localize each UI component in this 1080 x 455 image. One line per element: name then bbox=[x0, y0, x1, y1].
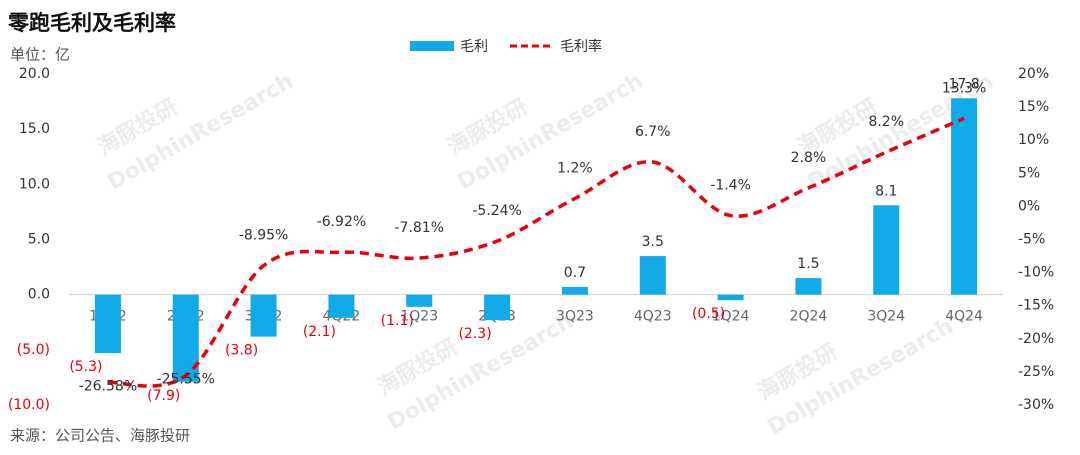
line-value-label: 8.2% bbox=[868, 114, 904, 130]
bar bbox=[873, 205, 900, 295]
y-tick-label: 10.0 bbox=[19, 176, 50, 192]
legend-swatch bbox=[410, 41, 454, 51]
y-tick-label: 20.0 bbox=[19, 66, 50, 82]
line-value-label: 2.8% bbox=[791, 150, 827, 166]
y-tick-label: (5.0) bbox=[17, 342, 50, 358]
y-tick-label: 5.0 bbox=[28, 232, 50, 248]
bar-value-label: 8.1 bbox=[875, 183, 897, 199]
y2-tick-label: 15% bbox=[1018, 99, 1049, 115]
unit-label: 单位：亿 bbox=[10, 46, 70, 64]
bar bbox=[406, 294, 433, 307]
legend-label: 毛利率 bbox=[560, 38, 602, 55]
x-tick-label: 3Q24 bbox=[867, 309, 905, 325]
x-tick-label: 3Q23 bbox=[556, 309, 594, 325]
y-tick-label: 0.0 bbox=[28, 287, 50, 303]
y2-tick-label: 0% bbox=[1018, 198, 1040, 214]
x-tick-label: 4Q24 bbox=[945, 309, 983, 325]
x-tick-label: 4Q23 bbox=[634, 309, 672, 325]
line-value-label: -8.95% bbox=[239, 228, 289, 244]
line-value-label: 6.7% bbox=[635, 124, 671, 140]
bar bbox=[94, 294, 121, 354]
bar-value-label: (1.1) bbox=[381, 313, 414, 329]
x-tick-label: 2Q24 bbox=[790, 309, 828, 325]
y2-tick-label: -20% bbox=[1018, 331, 1054, 347]
bar-value-label: 17.8 bbox=[948, 76, 979, 92]
legend-label: 毛利 bbox=[460, 39, 488, 55]
y2-tick-label: 5% bbox=[1018, 165, 1040, 181]
bar-value-label: (5.3) bbox=[69, 359, 102, 375]
bar-value-label: (0.5) bbox=[692, 306, 725, 322]
bar-value-label: (2.1) bbox=[303, 324, 336, 340]
line-value-label: -6.92% bbox=[317, 214, 367, 230]
line-value-label: -7.81% bbox=[394, 220, 444, 236]
bar-value-label: 0.7 bbox=[564, 265, 586, 281]
y2-tick-label: -30% bbox=[1018, 397, 1054, 413]
source: 来源：公司公告、海豚投研 bbox=[10, 427, 190, 445]
bar bbox=[717, 294, 744, 301]
line-value-label: -26.58% bbox=[79, 378, 137, 394]
watermarks: 海豚投研 DolphinResearch 海豚投研 DolphinResearc… bbox=[93, 69, 998, 441]
y2-tick-label: -10% bbox=[1018, 265, 1054, 281]
bar-value-label: (7.9) bbox=[147, 388, 180, 404]
x-tick-label: 1Q23 bbox=[400, 309, 438, 325]
y-tick-label: (10.0) bbox=[8, 397, 50, 413]
bar-value-label: (3.8) bbox=[225, 343, 258, 359]
y2-tick-label: -15% bbox=[1018, 298, 1054, 314]
bar-value-label: (2.3) bbox=[458, 326, 491, 342]
line-value-label: 1.2% bbox=[557, 160, 593, 176]
bar bbox=[484, 294, 511, 321]
line-value-label: -25.55% bbox=[157, 372, 215, 388]
y2-tick-label: -5% bbox=[1018, 232, 1045, 248]
line-value-label: -1.4% bbox=[710, 178, 751, 194]
chart-title: 零跑毛利及毛利率 bbox=[7, 11, 176, 35]
bar-value-label: 3.5 bbox=[642, 234, 664, 250]
y2-tick-label: 20% bbox=[1018, 66, 1049, 82]
bar bbox=[951, 98, 978, 295]
y2-tick-label: -25% bbox=[1018, 364, 1054, 380]
line bbox=[107, 116, 965, 388]
line-value-label: -5.24% bbox=[472, 203, 522, 219]
line-value-label: 13.3% bbox=[942, 80, 986, 96]
bar-value-label: 1.5 bbox=[797, 256, 819, 272]
bar bbox=[561, 286, 588, 295]
bar bbox=[639, 256, 666, 295]
y-tick-label: 15.0 bbox=[19, 121, 50, 137]
y2-tick-label: 10% bbox=[1018, 132, 1049, 148]
bar bbox=[795, 278, 822, 295]
bar bbox=[250, 294, 277, 337]
x-tick-label: 1Q24 bbox=[712, 309, 750, 325]
bar bbox=[328, 294, 355, 318]
